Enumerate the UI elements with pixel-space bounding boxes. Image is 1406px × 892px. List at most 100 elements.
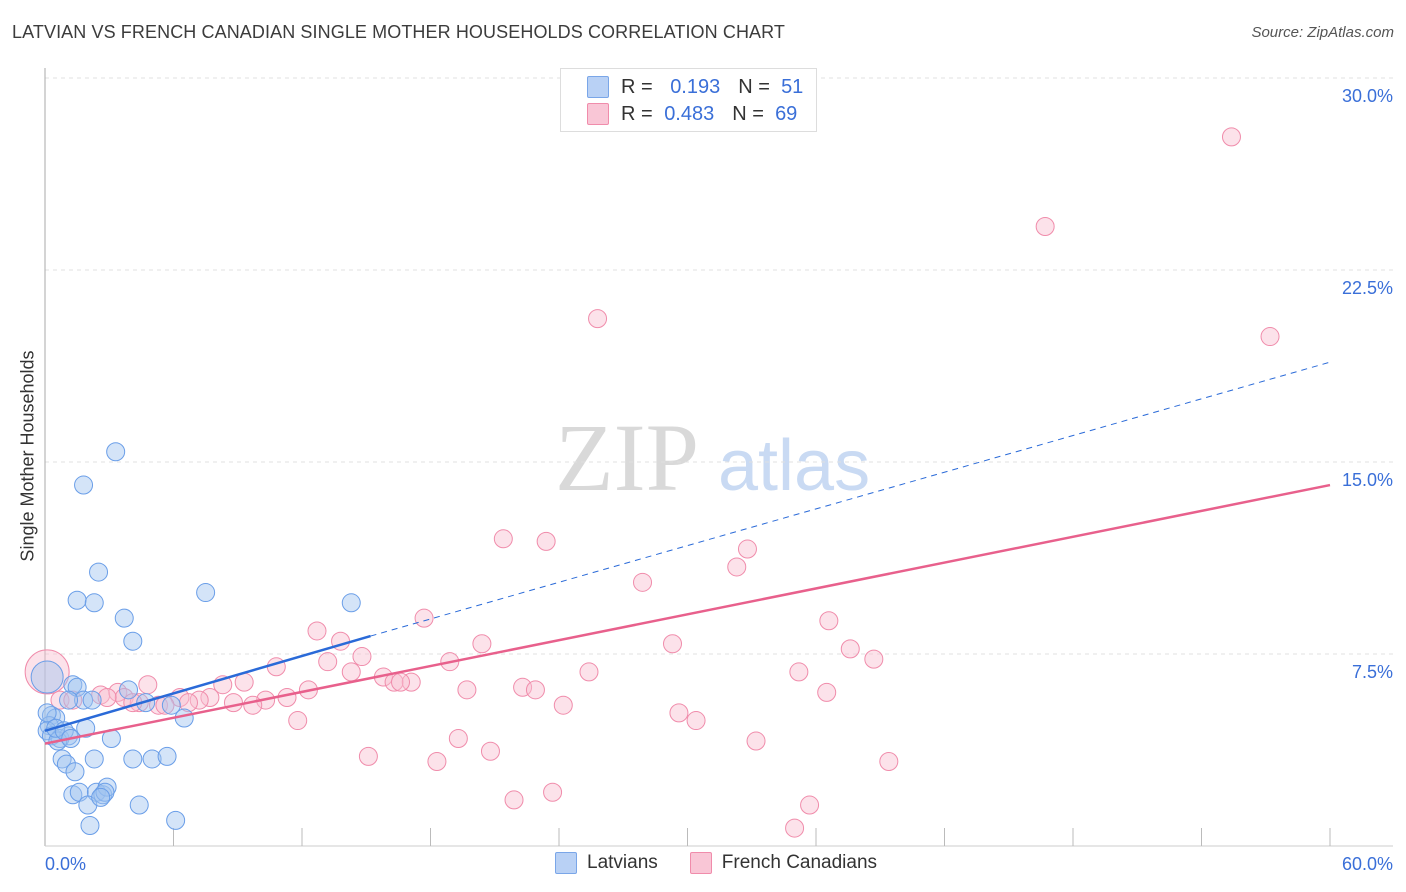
watermark-atlas: atlas [718,426,870,506]
r-value: 0.193 [670,75,721,98]
latvian-point [119,680,139,700]
latvian-trend-line [44,634,371,733]
source-label: Source: ZipAtlas.com [1251,24,1394,41]
french-canadian-point [504,790,524,810]
latvian-point [114,608,134,628]
legend-french-canadians: French Canadians [721,852,878,873]
french-canadian-point [414,608,434,628]
french-canadian-point [817,682,837,702]
french-canadian-point [427,752,447,772]
y-tick-label: 15.0% [1342,470,1393,490]
french-canadian-point [579,662,599,682]
french-canadian-point [138,675,158,695]
latvian-point [80,816,100,836]
latvian-point [65,762,85,782]
latvian-point [123,749,143,769]
latvian-trend-extension [370,361,1331,637]
latvian-point [106,442,126,462]
series-legend: Latvians French Canadians [555,852,877,874]
latvian-point [82,690,102,710]
french-canadian-point [480,741,500,761]
latvian-point [84,593,104,613]
latvian-point [74,475,94,495]
french-canadian-point [553,695,573,715]
french-canadian-point [277,688,297,708]
french-canadian-point [789,662,809,682]
y-tick-label: 30.0% [1342,86,1393,106]
latvian-point [30,660,64,694]
french-canadian-point [1035,216,1055,236]
legend-row-latvians: R = 0.193 N = 51 [587,74,803,100]
french-canadian-point [800,795,820,815]
french-canadians-swatch [689,852,712,874]
french-canadian-point [472,634,492,654]
french-canadian-point [223,693,243,713]
french-canadian-point [401,672,421,692]
n-value: 51 [781,75,804,98]
watermark: ZIP [555,404,699,511]
french-canadian-point [737,539,757,559]
french-canadian-point [840,639,860,659]
latvians-swatch [555,852,577,874]
chart-title: LATVIAN VS FRENCH CANADIAN SINGLE MOTHER… [12,22,786,42]
french-canadian-point [341,662,361,682]
latvian-point [89,562,109,582]
french-canadian-point [352,647,372,667]
french-canadian-point [543,782,563,802]
french-canadian-point [243,695,263,715]
french-canadian-point [24,649,70,695]
latvian-point [341,593,361,613]
latvian-point [37,703,57,723]
french-canadian-point [525,680,545,700]
french-canadian-point [288,711,308,731]
french-canadian-point [448,728,468,748]
french-canadian-trend-line [44,483,1331,745]
french-canadian-point [588,309,608,329]
french-canadian-point [669,703,689,723]
french-canadian-point [1221,127,1241,147]
french-canadian-point [785,818,805,838]
french-canadian-point [536,531,556,551]
french-canadian-point [97,688,117,708]
french-canadian-point [879,752,899,772]
french-canadian-point [746,731,766,751]
french-canadian-point [819,611,839,631]
legend: R = 0.193 N = 51 R = 0.483 N = 69 [560,68,817,132]
latvian-point [157,746,177,766]
latvian-point [142,749,162,769]
r-value: 0.483 [664,102,715,125]
legend-latvians: Latvians [587,852,658,873]
french-canadian-point [358,746,378,766]
x-tick-label: 0.0% [45,854,86,874]
r-label: R = [621,75,653,98]
x-tick-label: 60.0% [1342,854,1393,874]
french-canadian-point [307,621,327,641]
y-tick-label: 7.5% [1352,662,1393,682]
latvian-point [129,795,149,815]
french-canadian-point [727,557,747,577]
french-canadian-point [663,634,683,654]
latvian-point [84,749,104,769]
french-canadian-point [864,649,884,669]
latvian-point [196,583,216,603]
y-tick-label: 22.5% [1342,278,1393,298]
latvian-point [161,695,181,715]
latvian-point [91,787,111,807]
r-label: R = [621,102,653,125]
french-canadian-point [493,529,513,549]
french-canadian-point [457,680,477,700]
french-canadian-point [391,672,411,692]
n-label: N = [732,102,764,125]
french-canadians-swatch [587,103,609,125]
latvians-swatch [587,76,609,98]
latvian-point [59,690,79,710]
french-canadian-point [633,572,653,592]
latvian-point [123,631,143,651]
n-value: 69 [775,102,798,125]
french-canadian-point [318,652,338,672]
latvian-point [166,810,186,830]
french-canadian-point [686,711,706,731]
legend-row-french-canadians: R = 0.483 N = 69 [587,101,797,127]
